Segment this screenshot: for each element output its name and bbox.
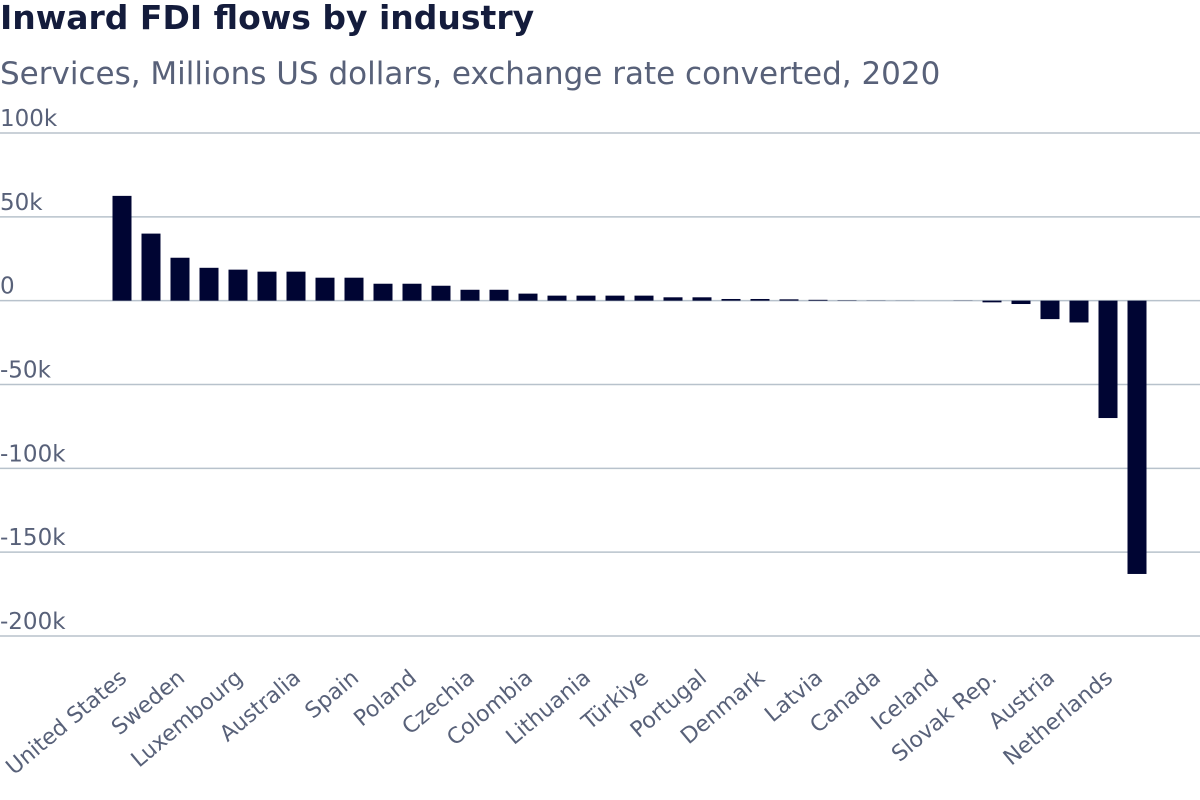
bar xyxy=(489,289,509,301)
bar xyxy=(721,298,741,301)
bar xyxy=(112,195,132,301)
bar xyxy=(605,295,625,301)
chart-title: Inward FDI flows by industry xyxy=(0,0,534,37)
bar xyxy=(431,285,451,301)
bar xyxy=(170,257,190,301)
bar xyxy=(1127,300,1147,574)
bar xyxy=(199,267,219,301)
bar xyxy=(518,293,538,301)
bar xyxy=(1011,300,1031,305)
bar xyxy=(779,299,799,301)
y-tick-label: -150k xyxy=(0,525,66,551)
bar xyxy=(373,283,393,301)
y-tick-label: 0 xyxy=(0,274,15,300)
bar xyxy=(141,233,161,301)
bar xyxy=(982,300,1002,303)
bar xyxy=(692,297,712,301)
y-tick-label: 100k xyxy=(0,106,58,132)
bar xyxy=(402,283,422,301)
bar xyxy=(1069,300,1089,323)
bar xyxy=(257,271,277,301)
bar xyxy=(808,299,828,301)
y-tick-label: -100k xyxy=(0,441,66,467)
y-tick-label: -50k xyxy=(0,358,52,384)
bar xyxy=(634,295,654,301)
bar xyxy=(1098,300,1118,419)
bar xyxy=(344,277,364,301)
bar xyxy=(1040,300,1060,320)
chart-subtitle: Services, Millions US dollars, exchange … xyxy=(0,56,940,92)
bar xyxy=(228,269,248,301)
bar xyxy=(750,298,770,301)
bar xyxy=(663,297,683,301)
bar xyxy=(576,295,596,301)
bar xyxy=(286,271,306,301)
y-tick-label: 50k xyxy=(0,190,43,216)
y-tick-label: -200k xyxy=(0,609,66,635)
bar xyxy=(547,295,567,301)
bar xyxy=(460,289,480,301)
bar xyxy=(315,277,335,301)
